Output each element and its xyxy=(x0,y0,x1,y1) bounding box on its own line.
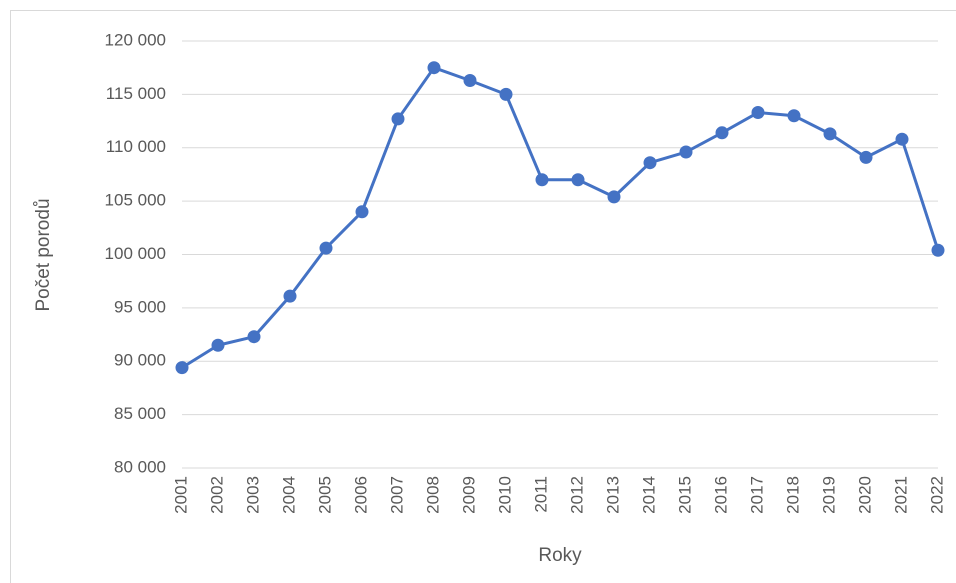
marker xyxy=(607,190,621,204)
marker xyxy=(283,289,297,303)
x-axis-label: Roky xyxy=(538,545,582,566)
y-tick-label: 115 000 xyxy=(106,84,166,103)
x-tick-label: 2009 xyxy=(459,476,478,514)
marker xyxy=(571,173,585,187)
marker xyxy=(175,361,189,375)
x-tick-label: 2017 xyxy=(747,476,766,514)
x-tick-label: 2022 xyxy=(927,476,946,514)
marker xyxy=(931,243,945,257)
marker xyxy=(247,330,261,344)
x-tick-label: 2010 xyxy=(495,476,514,514)
marker xyxy=(787,109,801,123)
marker xyxy=(895,132,909,146)
y-tick-label: 85 000 xyxy=(114,404,166,423)
x-tick-label: 2003 xyxy=(243,476,262,514)
y-axis-label: Počet porodů xyxy=(33,198,54,311)
marker xyxy=(679,145,693,159)
x-tick-label: 2011 xyxy=(531,476,550,513)
x-tick-label: 2019 xyxy=(819,476,838,514)
x-tick-label: 2016 xyxy=(711,476,730,514)
x-tick-label: 2014 xyxy=(639,476,658,514)
marker xyxy=(499,87,513,101)
marker xyxy=(355,205,369,219)
chart-frame xyxy=(10,10,956,583)
x-tick-label: 2021 xyxy=(891,476,910,514)
marker xyxy=(211,338,225,352)
marker xyxy=(643,156,657,170)
x-tick-label: 2020 xyxy=(855,476,874,514)
x-tick-label: 2006 xyxy=(351,476,370,514)
marker xyxy=(427,61,441,75)
y-tick-label: 90 000 xyxy=(114,351,166,370)
marker xyxy=(319,241,333,255)
y-tick-label: 95 000 xyxy=(114,297,166,316)
x-tick-label: 2013 xyxy=(603,476,622,514)
y-tick-label: 105 000 xyxy=(105,191,166,210)
marker xyxy=(715,126,729,140)
x-tick-label: 2012 xyxy=(567,476,586,514)
x-tick-label: 2002 xyxy=(207,476,226,514)
x-tick-label: 2001 xyxy=(171,476,190,514)
x-tick-label: 2018 xyxy=(783,476,802,514)
x-tick-label: 2004 xyxy=(279,476,298,514)
x-tick-label: 2005 xyxy=(315,476,334,514)
y-tick-label: 120 000 xyxy=(105,30,166,49)
y-tick-label: 100 000 xyxy=(105,244,166,263)
marker xyxy=(535,173,549,187)
x-tick-label: 2007 xyxy=(387,476,406,514)
marker xyxy=(823,127,837,141)
x-tick-label: 2015 xyxy=(675,476,694,514)
y-tick-label: 110 000 xyxy=(106,137,166,156)
marker xyxy=(463,73,477,87)
marker xyxy=(859,150,873,164)
x-tick-label: 2008 xyxy=(423,476,442,514)
line xyxy=(181,66,940,369)
marker xyxy=(391,112,405,126)
y-tick-label: 80 000 xyxy=(114,457,166,476)
marker xyxy=(751,106,765,120)
